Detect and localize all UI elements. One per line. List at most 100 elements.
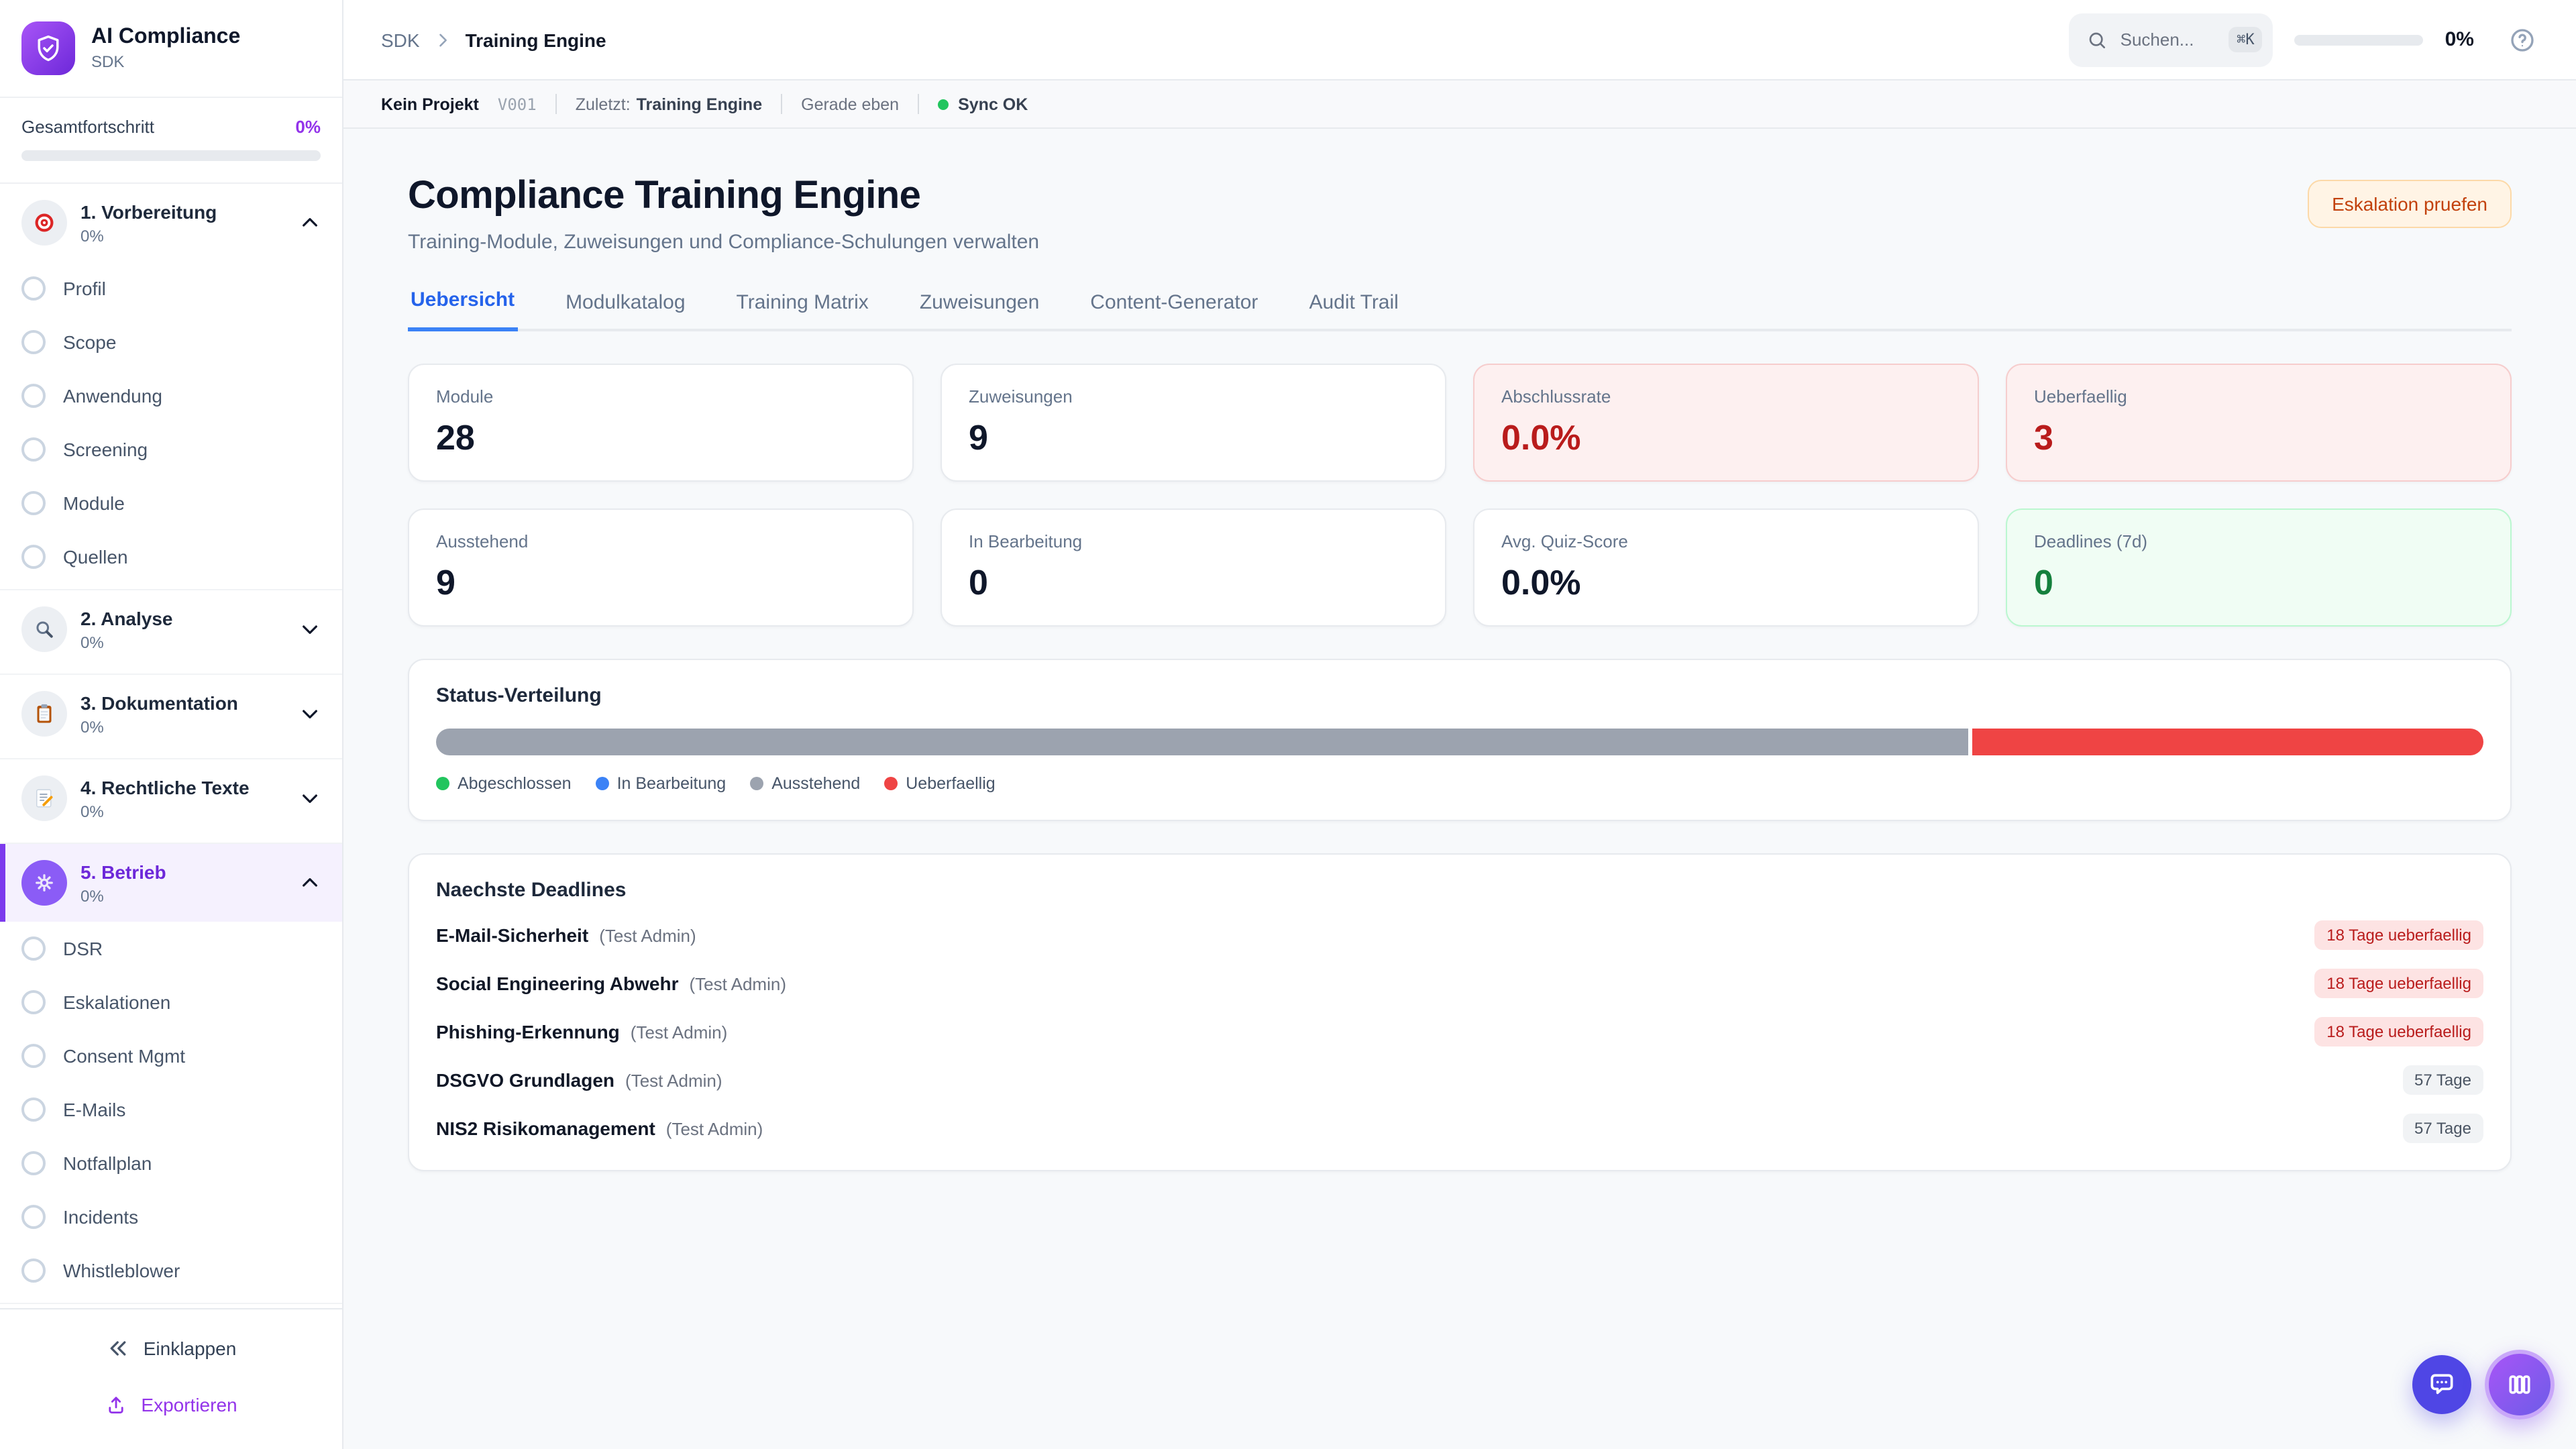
bar-segment-ausstehend [436,729,1969,755]
page-title: Compliance Training Engine [408,174,921,217]
sidebar-item[interactable]: Scope [0,315,342,369]
section-label: 2. Analyse [80,607,173,629]
sidebar-item-label: Consent Mgmt [63,1045,186,1067]
stat-label: Abschlussrate [1501,386,1611,407]
search-icon [2087,29,2108,50]
page-subtitle: Training-Module, Zuweisungen und Complia… [408,231,1040,254]
chevron-up-icon [299,212,321,233]
sidebar-item[interactable]: DSR [0,922,342,975]
columns-fab-button[interactable] [2485,1350,2555,1419]
status-distribution-panel: Status-Verteilung Abgeschlossen In Bearb… [408,659,2512,821]
sidebar-item[interactable]: Eskalationen [0,975,342,1029]
memo-icon [21,775,67,821]
sidebar-section-header[interactable]: 5. Betrieb 0% [0,844,342,922]
main-column: SDK Training Engine Suchen... ⌘K 0% [343,0,2576,1449]
sidebar-item-label: Whistleblower [63,1260,180,1281]
stat-value: 9 [969,417,988,458]
search-input[interactable]: Suchen... ⌘K [2069,13,2273,66]
breadcrumb-root[interactable]: SDK [381,29,420,50]
status-circle-icon [21,1151,46,1175]
overall-progress-value: 0% [295,117,321,137]
sidebar-item[interactable]: Incidents [0,1190,342,1244]
sidebar-section-header[interactable]: 1. Vorbereitung 0% [0,184,342,262]
last-value: Training Engine [636,95,763,113]
chevron-up-icon [299,872,321,894]
sidebar-section: 3. Dokumentation 0% [0,675,342,759]
sidebar-section: 4. Rechtliche Texte 0% [0,759,342,844]
shield-check-icon [34,34,63,63]
deadline-assignee: (Test Admin) [625,1071,722,1091]
app-subtitle: SDK [91,52,125,71]
deadline-assignee: (Test Admin) [665,1119,763,1139]
sidebar-item[interactable]: E-Mails [0,1083,342,1136]
sidebar-nav: 1. Vorbereitung 0% Profil Scope Anwendun… [0,184,342,1308]
sidebar-item-label: Eskalationen [63,991,171,1013]
status-circle-icon [21,491,46,515]
collapse-sidebar-button[interactable]: Einklappen [0,1320,342,1377]
deadline-row: DSGVO Grundlagen (Test Admin) 57 Tage [436,1065,2483,1095]
section-label: 5. Betrieb [80,861,166,882]
sidebar-item[interactable]: Consent Mgmt [0,1029,342,1083]
chat-fab-button[interactable] [2412,1355,2471,1414]
app-title: AI Compliance [91,25,241,48]
section-progress: 0% [80,886,104,905]
sidebar-item-label: Module [63,492,125,514]
columns-icon [2505,1370,2534,1399]
help-button[interactable] [2509,26,2536,53]
sidebar-item[interactable]: Module [0,476,342,530]
project-name: Kein Projekt [381,95,479,113]
tab[interactable]: Audit Trail [1306,288,1401,331]
section-label: 1. Vorbereitung [80,201,217,222]
sidebar-section-header[interactable]: 4. Rechtliche Texte 0% [0,759,342,837]
section-label: 4. Rechtliche Texte [80,776,250,798]
stat-label: Module [436,386,494,407]
tab[interactable]: Uebersicht [408,288,518,331]
sidebar-item[interactable]: Profil [0,262,342,315]
stat-label: In Bearbeitung [969,531,1083,551]
stat-value: 3 [2034,417,2053,458]
stat-label: Ueberfaellig [2034,386,2127,407]
last-saved-time: Gerade eben [801,95,900,113]
sidebar-item-label: Notfallplan [63,1152,152,1174]
sidebar-item[interactable]: Quellen [0,530,342,584]
sidebar-item[interactable]: Screening [0,423,342,476]
section-progress: 0% [80,633,104,651]
status-circle-icon [21,545,46,569]
search-placeholder: Suchen... [2120,30,2194,50]
project-version: V001 [497,95,537,113]
sidebar-section-header[interactable]: 3. Dokumentation 0% [0,675,342,753]
sidebar-footer: Einklappen Exportieren [0,1308,342,1449]
deadline-row: NIS2 Risikomanagement (Test Admin) 57 Ta… [436,1114,2483,1143]
divider [555,94,557,114]
sidebar-section-header[interactable]: 2. Analyse 0% [0,590,342,668]
export-button[interactable]: Exportieren [0,1377,342,1433]
deadline-assignee: (Test Admin) [630,1022,728,1042]
stat-card: Avg. Quiz-Score 0.0% [1473,508,1979,627]
tab[interactable]: Content-Generator [1087,288,1260,331]
divider [918,94,920,114]
help-icon [2509,26,2536,53]
status-circle-icon [21,276,46,301]
status-circle-icon [21,437,46,462]
status-circle-icon [21,1044,46,1068]
clipboard-icon [21,691,67,737]
deadline-module: Phishing-Erkennung [436,1021,620,1042]
sidebar-item[interactable]: Notfallplan [0,1136,342,1190]
tab[interactable]: Zuweisungen [917,288,1042,331]
check-escalation-button[interactable]: Eskalation pruefen [2308,180,2512,228]
app-logo [21,21,75,75]
sidebar-item[interactable]: Whistleblower [0,1244,342,1297]
stat-label: Deadlines (7d) [2034,531,2148,551]
deadline-badge: 57 Tage [2402,1114,2483,1143]
search-shortcut-badge: ⌘K [2229,27,2263,52]
section-label: 3. Dokumentation [80,692,238,713]
magnifier-icon [21,606,67,652]
tab[interactable]: Modulkatalog [563,288,688,331]
sidebar-item[interactable]: Anwendung [0,369,342,423]
legend-dot-icon [884,777,898,790]
tab[interactable]: Training Matrix [734,288,871,331]
collapse-label: Einklappen [143,1338,237,1359]
stat-label: Zuweisungen [969,386,1073,407]
deadline-module: DSGVO Grundlagen [436,1069,615,1091]
